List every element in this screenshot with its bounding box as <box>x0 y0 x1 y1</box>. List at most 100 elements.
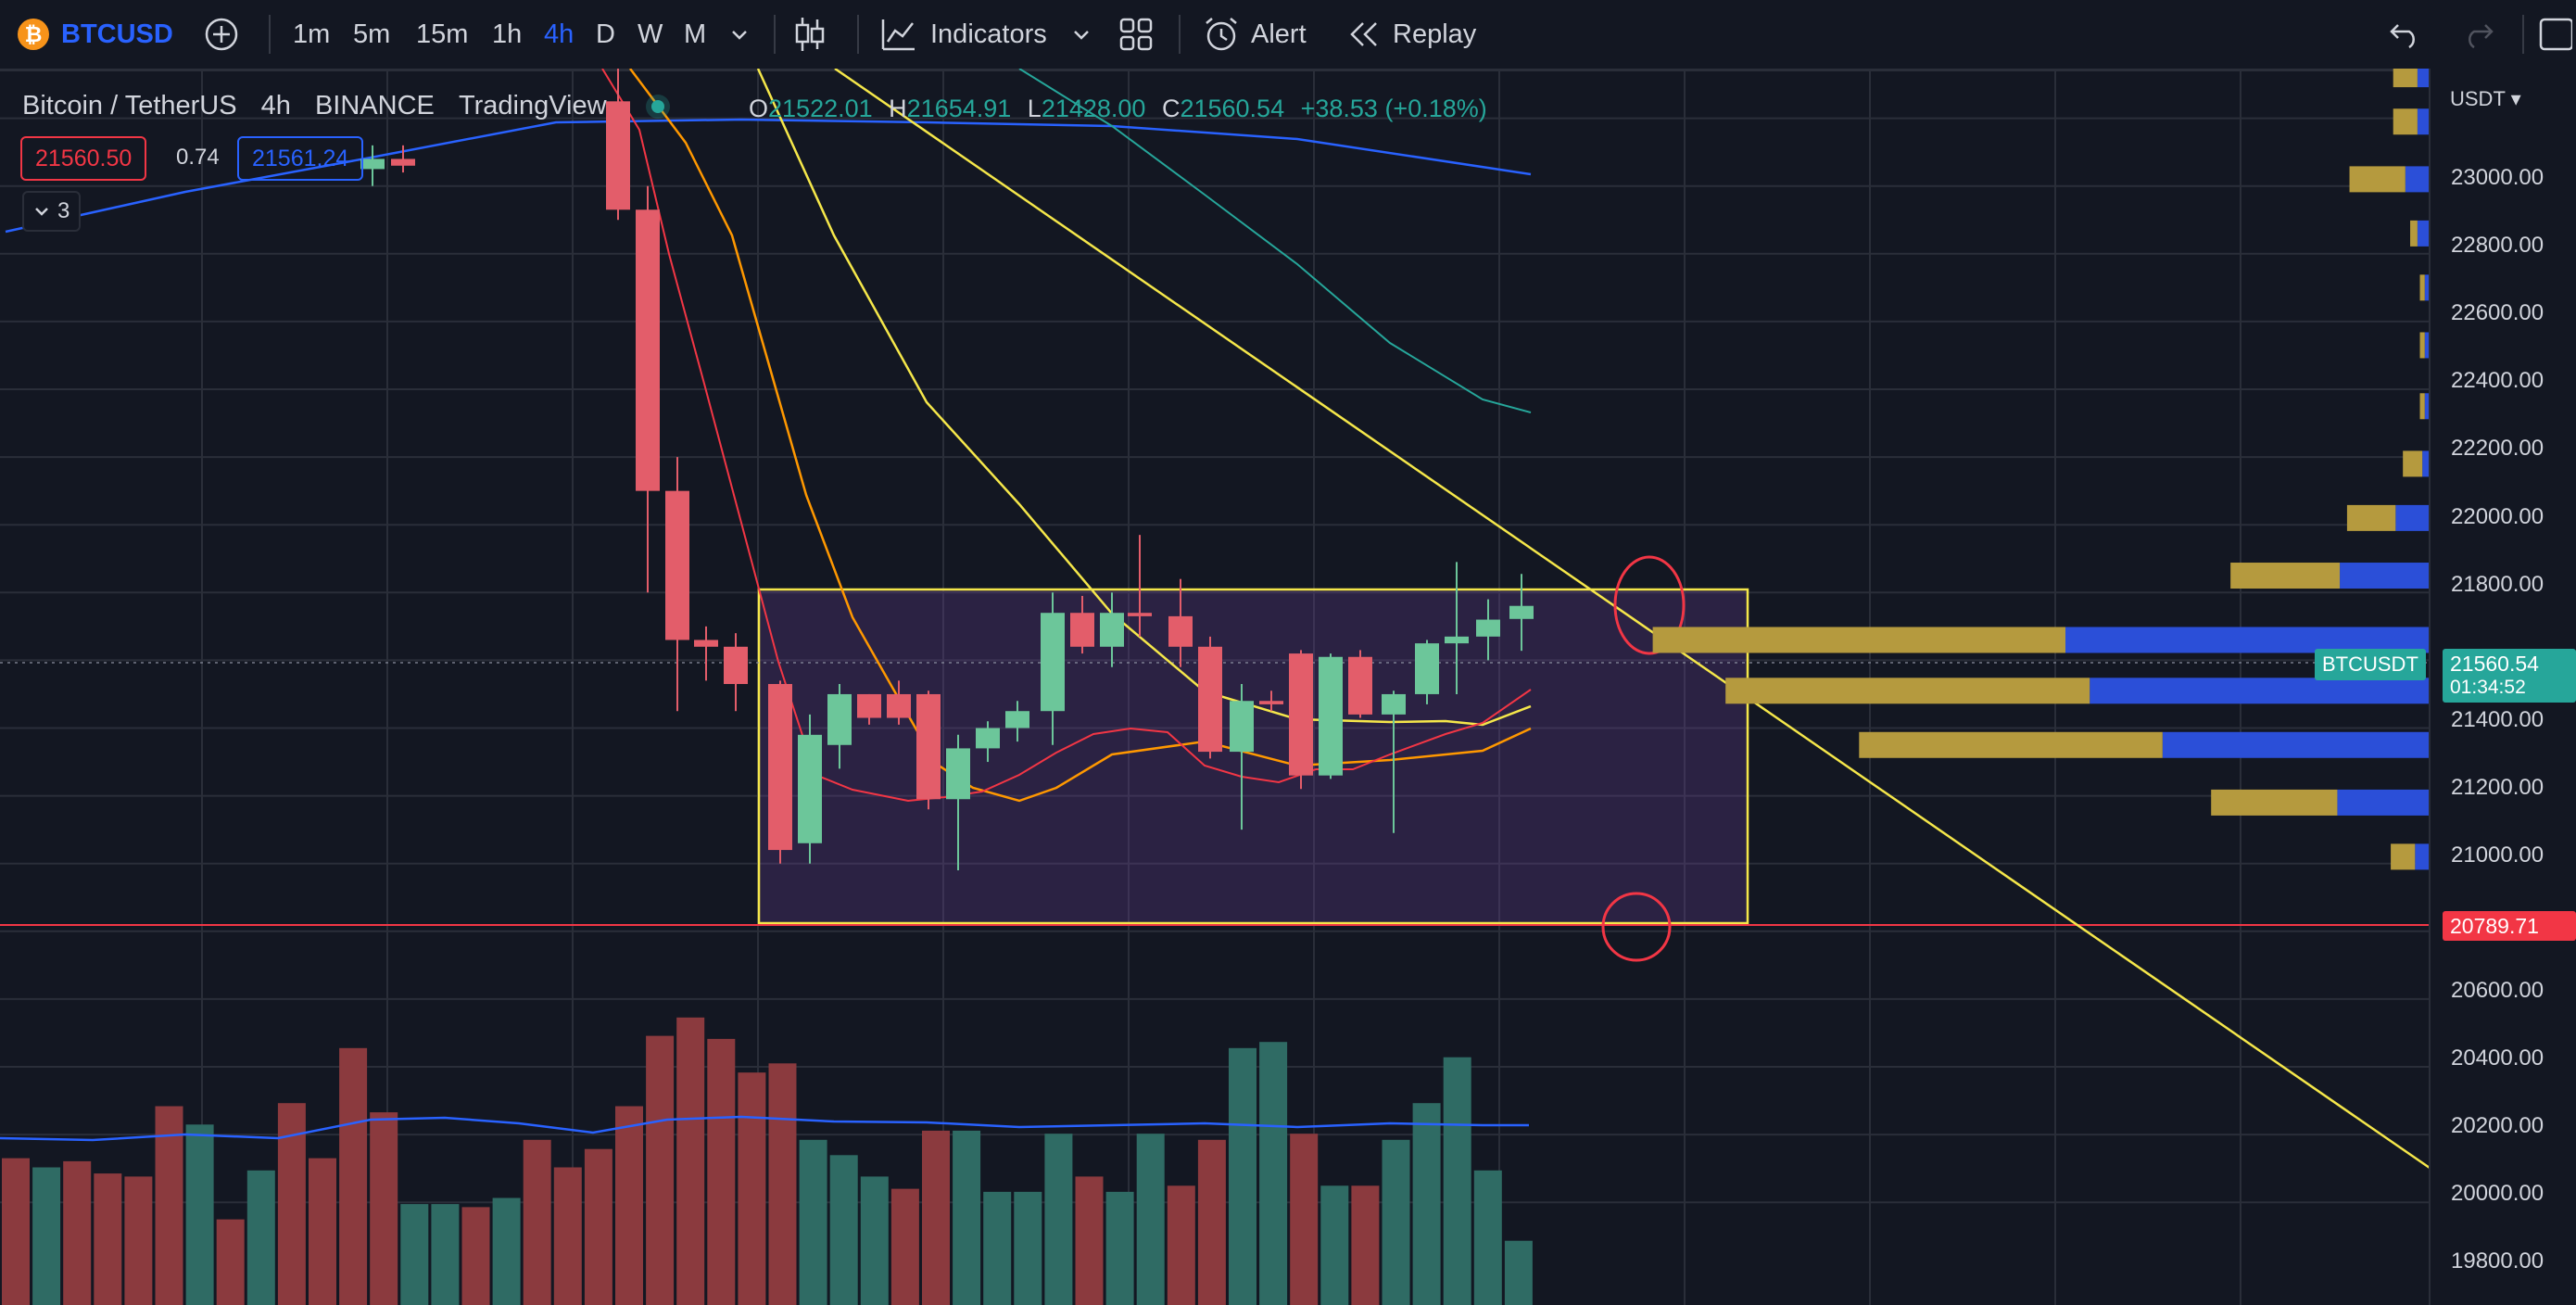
buy-button[interactable]: 21561.24 <box>237 136 364 181</box>
chevron-down-icon <box>35 208 48 216</box>
open-value: 21522.01 <box>768 95 873 122</box>
candle-body <box>1259 701 1283 704</box>
volume-bar <box>738 1072 766 1305</box>
volume-bar <box>768 1063 797 1305</box>
price-tick: 21400.00 <box>2451 707 2544 732</box>
candle <box>1128 535 1152 637</box>
candle <box>857 693 881 725</box>
price-tick: 21800.00 <box>2451 572 2544 597</box>
highlight-circle-top[interactable] <box>1613 555 1686 655</box>
price-tick: 22000.00 <box>2451 504 2544 529</box>
timeframe-dropdown[interactable] <box>728 0 751 69</box>
symbol-legend[interactable]: Bitcoin / TetherUS 4h BINANCE TradingVie… <box>22 91 664 121</box>
volume-profile-up <box>2410 220 2418 247</box>
indicators-dropdown[interactable] <box>1070 0 1092 69</box>
currency-selector[interactable]: USDT ▾ <box>2450 87 2521 111</box>
trendline-yellow[interactable] <box>834 69 2431 1170</box>
volume-profile-up <box>2391 843 2416 870</box>
volume-bar <box>922 1130 950 1305</box>
candle <box>798 714 822 864</box>
volume-bar <box>829 1155 858 1305</box>
volume-bar <box>860 1176 889 1305</box>
volume-bar <box>953 1130 981 1305</box>
volume-bar <box>890 1188 919 1305</box>
timeframe-5m[interactable]: 5m <box>353 19 391 49</box>
volume-bar <box>1473 1170 1502 1305</box>
high-label: H <box>889 95 907 122</box>
candle <box>946 734 970 871</box>
replay-button[interactable]: Replay <box>1348 0 1476 69</box>
indicators-button[interactable]: Indicators <box>880 0 1047 69</box>
consolidation-rectangle[interactable] <box>757 588 1749 925</box>
volume-bar <box>32 1167 61 1305</box>
chart-area[interactable] <box>0 69 2576 1305</box>
volume-bar <box>1504 1240 1533 1305</box>
candle <box>606 69 630 221</box>
timeframe-1h[interactable]: 1h <box>492 19 523 49</box>
candle-body <box>1230 701 1254 753</box>
volume-profile-down <box>2162 731 2430 758</box>
price-tick: 22600.00 <box>2451 300 2544 325</box>
timeframe-1m[interactable]: 1m <box>293 19 331 49</box>
candle-body <box>724 646 748 684</box>
high-value: 21654.91 <box>906 95 1012 122</box>
redo-button[interactable] <box>2461 0 2494 69</box>
candle-body <box>916 693 941 800</box>
plus-icon <box>205 18 238 51</box>
candle-body <box>606 101 630 210</box>
volume-profile-down <box>2417 220 2430 247</box>
compare-symbol-button[interactable] <box>204 0 239 69</box>
timeframe-M[interactable]: M <box>684 19 707 49</box>
volume-bar <box>1136 1134 1165 1305</box>
candle-body <box>1445 636 1469 644</box>
ma-blue-line <box>5 118 1532 234</box>
candle <box>1259 691 1283 712</box>
currency-label: USDT <box>2450 87 2506 110</box>
volume-bar <box>1443 1057 1471 1305</box>
volume-bar <box>646 1035 675 1305</box>
volume-profile-up <box>2346 504 2396 531</box>
ma-red-line <box>601 69 1532 803</box>
sell-button[interactable]: 21560.50 <box>20 136 147 181</box>
volume-bar <box>1382 1139 1410 1305</box>
candle-body <box>1168 615 1193 647</box>
candle <box>391 145 415 173</box>
volume-profile-up <box>1652 627 2065 653</box>
undo-button[interactable] <box>2389 0 2422 69</box>
candle-body <box>665 490 689 640</box>
volume-profile <box>1652 69 2430 870</box>
timeframe-4h[interactable]: 4h <box>544 19 575 49</box>
volume-bar <box>1320 1185 1349 1305</box>
low-value: 21428.00 <box>1041 95 1146 122</box>
alert-button[interactable]: Alert <box>1203 0 1307 69</box>
volume-bar <box>553 1167 582 1305</box>
timeframe-W[interactable]: W <box>638 19 663 49</box>
timeframe-15m[interactable]: 15m <box>416 19 469 49</box>
redo-icon <box>2469 24 2494 49</box>
timeframe-D[interactable]: D <box>596 19 615 49</box>
symbol-label: BTCUSD <box>61 19 173 49</box>
layouts-button[interactable] <box>1119 0 1153 69</box>
price-tick: 20200.00 <box>2451 1113 2544 1138</box>
highlight-circle-bottom[interactable] <box>1601 892 1672 962</box>
fullscreen-button[interactable] <box>2539 0 2572 69</box>
candle <box>1445 562 1469 694</box>
volume-bar <box>1197 1139 1226 1305</box>
chart-type-button[interactable] <box>793 0 827 69</box>
candle <box>1070 595 1094 654</box>
candle-body <box>636 209 660 491</box>
collapse-indicators-button[interactable]: 3 <box>22 191 82 232</box>
replay-icon <box>1350 22 1377 46</box>
candle-body <box>798 734 822 843</box>
candle-body <box>887 693 911 718</box>
symbol-search[interactable]: ₿ BTCUSD <box>17 0 173 69</box>
price-tick: 20600.00 <box>2451 978 2544 1003</box>
volume-bar <box>1075 1176 1104 1305</box>
close-label: C <box>1161 95 1181 122</box>
price-tick: 19800.00 <box>2451 1248 2544 1273</box>
volume-bar <box>63 1160 92 1305</box>
volume-profile-up <box>2393 69 2418 88</box>
candle <box>1230 683 1254 830</box>
candle <box>1319 653 1343 779</box>
volume-profile-up <box>2419 274 2425 301</box>
